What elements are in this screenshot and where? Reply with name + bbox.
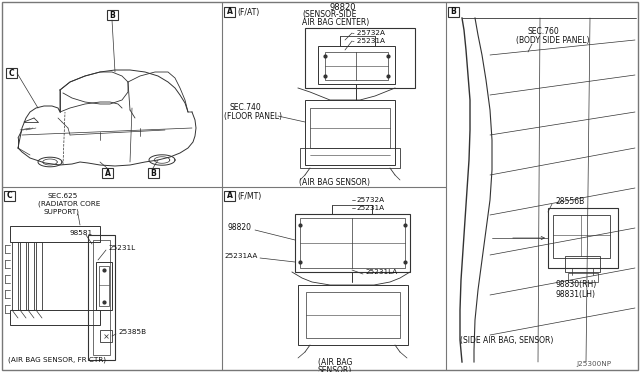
Text: (SIDE AIR BAG, SENSOR): (SIDE AIR BAG, SENSOR) [460,336,554,344]
Text: A: A [104,169,111,177]
Text: 25231LA: 25231LA [365,269,397,275]
Text: (FLOOR PANEL): (FLOOR PANEL) [224,112,282,121]
Text: 98820: 98820 [227,224,251,232]
Text: SEC.625: SEC.625 [48,193,78,199]
Text: (F/AT): (F/AT) [237,9,259,17]
Text: 98820: 98820 [330,3,356,12]
Text: 25385B: 25385B [118,329,146,335]
Text: 25732A: 25732A [356,197,384,203]
Text: 25231AA: 25231AA [224,253,257,259]
Text: 98830(RH): 98830(RH) [555,280,596,289]
Text: (AIR BAG: (AIR BAG [318,357,353,366]
Text: SEC.740: SEC.740 [230,103,262,112]
Text: SEC.760: SEC.760 [528,28,560,36]
Text: 25231L: 25231L [108,245,135,251]
Text: (AIR BAG SENSOR): (AIR BAG SENSOR) [299,179,370,187]
Text: 25231A: 25231A [356,205,384,211]
Text: C: C [9,68,14,77]
Text: B: B [451,7,456,16]
Text: 28556B: 28556B [555,198,584,206]
Text: - 25231A: - 25231A [352,38,385,44]
Text: B: B [150,169,156,177]
Text: (BODY SIDE PANEL): (BODY SIDE PANEL) [516,35,589,45]
Text: A: A [227,7,232,16]
Text: (AIR BAG SENSOR, FR CTR): (AIR BAG SENSOR, FR CTR) [8,357,106,363]
Text: B: B [109,10,115,19]
Text: (SENSOR-SIDE: (SENSOR-SIDE [302,10,356,19]
Text: AIR BAG CENTER): AIR BAG CENTER) [302,19,369,28]
Text: (F/MT): (F/MT) [237,192,261,202]
Text: 98831(LH): 98831(LH) [555,291,595,299]
Text: - 25732A: - 25732A [352,30,385,36]
Text: 98581: 98581 [70,230,93,236]
Text: C: C [6,192,12,201]
Text: J25300NP: J25300NP [576,361,611,367]
Text: A: A [227,192,232,201]
Text: (RADIATOR CORE: (RADIATOR CORE [38,201,100,207]
Text: SENSOR): SENSOR) [318,366,352,372]
Text: SUPPORT): SUPPORT) [44,209,80,215]
